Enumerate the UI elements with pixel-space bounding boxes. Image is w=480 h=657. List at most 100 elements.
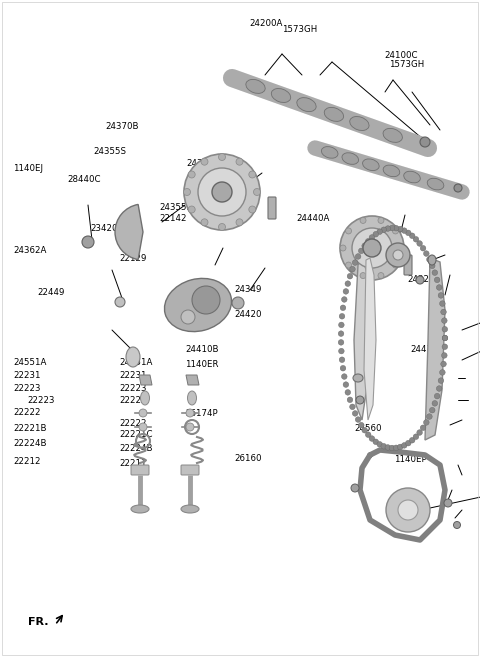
Text: 24551A: 24551A <box>13 358 47 367</box>
Circle shape <box>218 154 226 160</box>
Circle shape <box>393 228 398 234</box>
Circle shape <box>340 305 346 311</box>
Circle shape <box>188 206 195 213</box>
Circle shape <box>454 184 462 192</box>
Text: 24349: 24349 <box>234 284 262 294</box>
Wedge shape <box>115 204 143 260</box>
Circle shape <box>345 281 350 286</box>
Circle shape <box>340 365 346 371</box>
Circle shape <box>184 154 260 230</box>
Text: 1140ER: 1140ER <box>185 360 218 369</box>
Circle shape <box>420 425 426 430</box>
Circle shape <box>454 522 460 528</box>
Circle shape <box>183 189 191 196</box>
Text: 26160: 26160 <box>234 454 262 463</box>
Ellipse shape <box>362 159 379 171</box>
Text: 22231: 22231 <box>13 371 41 380</box>
Circle shape <box>417 240 422 246</box>
Circle shape <box>181 310 195 324</box>
Text: 24410B: 24410B <box>185 345 218 354</box>
Text: 26174P: 26174P <box>186 409 218 419</box>
Circle shape <box>377 442 383 447</box>
Circle shape <box>430 407 435 413</box>
Circle shape <box>369 436 375 442</box>
Ellipse shape <box>188 391 196 405</box>
Circle shape <box>139 409 147 417</box>
Circle shape <box>365 238 371 244</box>
Circle shape <box>346 228 351 234</box>
Circle shape <box>420 137 430 147</box>
Text: 24350D: 24350D <box>186 158 220 168</box>
Circle shape <box>341 297 347 302</box>
Circle shape <box>413 434 419 440</box>
Text: 22231: 22231 <box>119 371 146 380</box>
Circle shape <box>427 414 432 419</box>
Ellipse shape <box>342 153 359 164</box>
Ellipse shape <box>428 255 436 265</box>
Circle shape <box>427 257 432 262</box>
Polygon shape <box>364 258 376 420</box>
Circle shape <box>359 422 364 428</box>
Text: 22129: 22129 <box>119 254 146 263</box>
Circle shape <box>440 301 445 306</box>
Circle shape <box>442 335 448 341</box>
Circle shape <box>362 243 368 248</box>
Ellipse shape <box>126 347 140 367</box>
Ellipse shape <box>404 171 420 183</box>
Text: 22449: 22449 <box>37 288 65 297</box>
Text: 23420: 23420 <box>90 223 118 233</box>
Ellipse shape <box>383 128 402 143</box>
Circle shape <box>442 327 448 332</box>
Circle shape <box>360 273 366 279</box>
Circle shape <box>386 488 430 532</box>
Circle shape <box>347 397 353 403</box>
Text: 28440C: 28440C <box>67 175 101 184</box>
Circle shape <box>406 440 411 446</box>
Circle shape <box>352 260 358 265</box>
Text: 1140EJ: 1140EJ <box>13 164 43 173</box>
Circle shape <box>393 262 398 268</box>
Circle shape <box>369 235 375 240</box>
Circle shape <box>398 245 404 251</box>
Circle shape <box>186 423 194 431</box>
Ellipse shape <box>353 374 363 382</box>
FancyBboxPatch shape <box>404 255 412 275</box>
Circle shape <box>416 276 424 284</box>
Circle shape <box>338 322 344 328</box>
Circle shape <box>401 443 407 448</box>
Circle shape <box>398 500 418 520</box>
Ellipse shape <box>322 147 338 158</box>
Polygon shape <box>354 258 370 420</box>
Text: 24200A: 24200A <box>250 19 283 28</box>
Circle shape <box>397 226 403 232</box>
FancyBboxPatch shape <box>181 465 199 475</box>
Circle shape <box>349 404 355 409</box>
Circle shape <box>442 353 447 358</box>
Circle shape <box>417 430 422 436</box>
Circle shape <box>444 499 452 507</box>
Circle shape <box>346 262 351 268</box>
Circle shape <box>377 229 383 235</box>
Circle shape <box>385 445 391 450</box>
Circle shape <box>430 263 435 269</box>
Circle shape <box>356 396 364 404</box>
Circle shape <box>345 390 350 395</box>
Circle shape <box>249 206 256 213</box>
Text: 24355S: 24355S <box>160 202 193 212</box>
Circle shape <box>188 171 195 178</box>
Circle shape <box>386 243 410 267</box>
Circle shape <box>347 273 353 279</box>
Ellipse shape <box>165 279 231 332</box>
Circle shape <box>82 236 94 248</box>
Text: 22142: 22142 <box>160 214 187 223</box>
Circle shape <box>442 344 448 350</box>
Circle shape <box>338 331 344 336</box>
Circle shape <box>253 189 261 196</box>
Circle shape <box>359 248 364 254</box>
Circle shape <box>236 219 243 226</box>
Ellipse shape <box>324 107 344 122</box>
Circle shape <box>373 231 379 237</box>
Circle shape <box>236 158 243 165</box>
Circle shape <box>438 292 444 298</box>
Circle shape <box>393 225 399 231</box>
